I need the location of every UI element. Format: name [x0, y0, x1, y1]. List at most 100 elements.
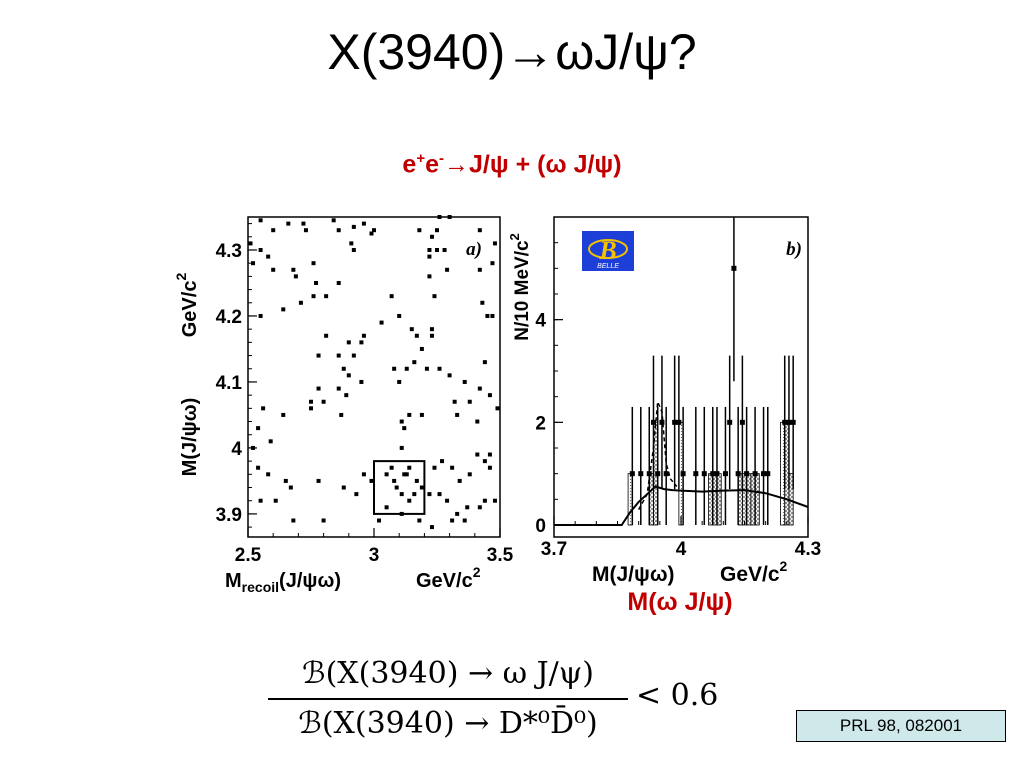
scatter-point — [407, 412, 412, 417]
scatter-point — [427, 247, 432, 252]
scatter-yunit-sup: 2 — [173, 273, 189, 281]
scatter-point — [309, 399, 313, 404]
scatter-point — [467, 399, 472, 404]
scatter-point — [492, 498, 497, 503]
scatter-point — [339, 412, 344, 417]
scatter-point — [336, 280, 341, 285]
scatter-point — [316, 353, 321, 358]
scatter-point — [429, 525, 434, 530]
scatter-point — [409, 327, 414, 332]
histogram-ytick-label: 4 — [535, 311, 546, 332]
scatter-point — [462, 379, 467, 384]
scatter-point — [341, 485, 346, 490]
scatter-point — [429, 327, 434, 332]
scatter-point — [399, 492, 404, 497]
data-point — [722, 471, 728, 477]
scatter-point — [399, 445, 404, 450]
scatter-point — [457, 478, 462, 483]
data-point — [790, 419, 796, 425]
scatter-point — [377, 518, 382, 523]
data-point — [650, 419, 656, 425]
scatter-point — [447, 373, 452, 378]
signal-region-box — [373, 460, 426, 515]
scatter-point — [251, 261, 256, 266]
scatter-point — [336, 353, 341, 358]
scatter-point — [437, 215, 442, 219]
data-point — [710, 471, 716, 477]
scatter-point — [477, 267, 482, 272]
subtitle-e1: e — [402, 150, 417, 179]
scatter-point — [437, 492, 442, 497]
scatter-ytick-label: 4.3 — [216, 241, 242, 262]
scatter-point — [283, 478, 288, 483]
scatter-points — [248, 215, 500, 530]
scatter-point — [482, 360, 487, 365]
scatter-point — [490, 261, 495, 266]
scatter-point — [437, 366, 442, 371]
scatter-point — [480, 300, 485, 305]
scatter-point — [412, 360, 417, 365]
formula-denominator: ℬ(X(3940) → D*⁰D̄⁰) — [298, 706, 598, 741]
scatter-point — [485, 313, 490, 318]
scatter-point — [361, 472, 366, 477]
scatter-point — [301, 221, 306, 226]
subtitle-process: →J/ψ + (ω J/ψ) — [444, 150, 622, 179]
scatter-point — [321, 518, 326, 523]
scatter-ytick-label: 4.1 — [216, 373, 243, 394]
histogram-xtick-label: 4 — [676, 539, 687, 560]
data-point — [659, 419, 665, 425]
scatter-ticks: 2.5 3 3.5 3.9 4 4.1 4.2 4.3 — [216, 223, 514, 566]
scatter-ytick-label: 4 — [231, 439, 242, 460]
data-point — [701, 471, 707, 477]
histogram-xlabel: M(J/ψω) — [592, 563, 675, 586]
scatter-point — [261, 406, 266, 411]
data-point — [638, 471, 644, 477]
scatter-yunit-text: GeV/c — [179, 281, 201, 338]
belle-logo-background — [582, 231, 634, 271]
data-point — [765, 471, 771, 477]
data-point — [782, 419, 788, 425]
scatter-point — [455, 511, 460, 516]
scatter-point — [404, 472, 409, 477]
panel-a-label: a) — [466, 239, 482, 260]
data-point — [761, 471, 767, 477]
scatter-point — [475, 419, 480, 424]
scatter-point — [450, 465, 455, 470]
scatter-point — [389, 294, 394, 299]
data-point — [744, 471, 750, 477]
data-point — [672, 419, 678, 425]
scatter-xunit-text: GeV/c — [416, 570, 473, 592]
scatter-point — [427, 492, 432, 497]
scatter-point — [419, 346, 424, 351]
data-point — [731, 265, 737, 271]
scatter-point — [490, 313, 495, 318]
scatter-point — [359, 379, 364, 384]
scatter-xtick-label: 3 — [369, 545, 380, 566]
scatter-point — [361, 333, 366, 338]
scatter-point — [452, 399, 457, 404]
scatter-point — [384, 472, 389, 477]
scatter-point — [414, 478, 419, 483]
data-point — [646, 471, 652, 477]
scatter-point — [266, 472, 271, 477]
slide-subtitle: e+e-→J/ψ + (ω J/ψ) — [0, 150, 1024, 179]
scatter-point — [419, 412, 424, 417]
scatter-xunit-sup: 2 — [473, 564, 481, 580]
scatter-point — [435, 247, 439, 252]
scatter-point — [445, 267, 450, 272]
formula-fraction-bar — [268, 698, 628, 700]
scatter-point — [281, 307, 286, 312]
scatter-point — [268, 439, 273, 444]
scatter-xlabel-sub: recoil — [242, 579, 279, 595]
scatter-point — [351, 353, 356, 358]
slide-title: X(3940)→ωJ/ψ? — [327, 24, 697, 80]
data-point — [663, 471, 669, 477]
scatter-point — [351, 247, 356, 252]
histogram-xunit: GeV/c2 — [720, 558, 788, 586]
reference-box: PRL 98, 082001 — [796, 710, 1006, 742]
scatter-ytick-label: 3.9 — [216, 505, 242, 526]
panel-b-label: b) — [786, 239, 802, 260]
scatter-point — [346, 340, 351, 345]
histogram-xunit-sup: 2 — [780, 558, 788, 574]
